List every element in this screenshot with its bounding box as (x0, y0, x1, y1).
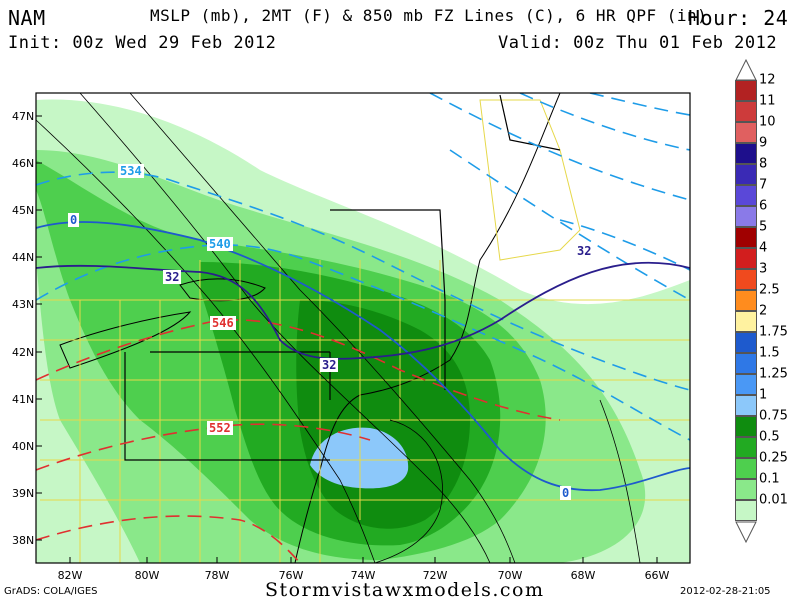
mslp-isobars (36, 93, 641, 563)
t2m-32-label-west: 32 (163, 270, 182, 284)
legend-label: 0.01 (759, 492, 788, 508)
lat-label: 43N (12, 298, 35, 311)
lon-label: 68W (570, 569, 596, 582)
legend-swatch (735, 290, 757, 311)
legend-swatch (735, 206, 757, 227)
lon-label: 70W (497, 569, 523, 582)
legend-swatch (735, 479, 757, 500)
legend-label: 0.5 (759, 429, 780, 445)
lat-label: 39N (12, 487, 35, 500)
legend-swatch (735, 500, 757, 521)
legend-swatch (735, 374, 757, 395)
generated-timestamp: 2012-02-28-21:05 (680, 586, 771, 597)
lat-label: 47N (12, 110, 35, 123)
legend-label: 3 (759, 261, 768, 277)
lon-label: 80W (134, 569, 160, 582)
legend-swatch (735, 458, 757, 479)
legend-swatch (735, 416, 757, 437)
legend-arrow-top-icon (735, 58, 757, 81)
legend-label: 12 (759, 72, 776, 88)
fz850-zero-line (36, 221, 690, 492)
lon-label: 78W (204, 569, 230, 582)
legend-label: 7 (759, 177, 768, 193)
lat-label: 40N (12, 440, 35, 453)
legend-swatch (735, 353, 757, 374)
legend-swatch (735, 185, 757, 206)
legend-swatch (735, 332, 757, 353)
lat-label: 46N (12, 157, 35, 170)
legend-label: 1 (759, 387, 768, 403)
legend-label: 11 (759, 93, 776, 109)
t2m-32-label-center: 32 (320, 358, 339, 372)
lat-label: 41N (12, 393, 35, 406)
legend-swatch (735, 437, 757, 458)
lon-label: 76W (278, 569, 304, 582)
lat-label: 44N (12, 251, 35, 264)
legend-label: 10 (759, 114, 776, 130)
legend-label: 5 (759, 219, 768, 235)
init-time: Init: 00z Wed 29 Feb 2012 (8, 33, 277, 53)
legend-label: 0.1 (759, 471, 780, 487)
legend-label: 9 (759, 135, 768, 151)
legend-label: 4 (759, 240, 768, 256)
legend-label: 2.5 (759, 282, 780, 298)
legend-swatch (735, 269, 757, 290)
legend-label: 1.5 (759, 345, 780, 361)
t2m-32-label-east: 32 (575, 244, 594, 258)
valid-time: Valid: 00z Thu 01 Feb 2012 (498, 33, 778, 53)
map-title: MSLP (mb), 2MT (F) & 850 mb FZ Lines (C)… (150, 6, 708, 25)
forecast-hour: Hour: 24 (688, 6, 789, 30)
lon-label: 74W (350, 569, 376, 582)
legend-swatch (735, 122, 757, 143)
fz850-0-label-east: 0 (560, 486, 572, 500)
legend-swatch (735, 164, 757, 185)
thickness-540-label: 540 (207, 237, 233, 251)
lon-label: 72W (422, 569, 448, 582)
legend-label: 2 (759, 303, 768, 319)
legend-label: 8 (759, 156, 768, 172)
legend-label: 0.75 (759, 408, 788, 424)
lat-label: 42N (12, 346, 35, 359)
legend-arrow-bottom-icon (735, 521, 757, 544)
site-credit: Stormvistawxmodels.com (265, 579, 545, 601)
model-name: NAM (8, 6, 46, 30)
legend-swatch (735, 395, 757, 416)
grads-credit: GrADS: COLA/IGES (4, 586, 98, 597)
legend-swatch (735, 248, 757, 269)
legend-swatch (735, 80, 757, 101)
lat-label: 38N (12, 534, 35, 547)
legend-swatch (735, 311, 757, 332)
legend-swatch (735, 101, 757, 122)
thickness-lines-blue (36, 93, 690, 441)
legend-label: 6 (759, 198, 768, 214)
legend-label: 1.75 (759, 324, 788, 340)
legend-label: 1.25 (759, 366, 788, 382)
thickness-552-label: 552 (207, 421, 233, 435)
fz850-0-label-west: 0 (68, 213, 80, 227)
legend-swatch (735, 227, 757, 248)
lon-label: 66W (644, 569, 670, 582)
lat-label: 45N (12, 204, 35, 217)
lon-label: 82W (57, 569, 83, 582)
coastline-east (294, 93, 561, 563)
coastline-lake-erie (59, 311, 192, 369)
qpf-1-area (310, 427, 409, 489)
legend-label: 0.25 (759, 450, 788, 466)
axis-ticks (36, 115, 658, 563)
thickness-546-label: 546 (210, 316, 236, 330)
legend-swatch (735, 143, 757, 164)
thickness-534-label: 534 (118, 164, 144, 178)
